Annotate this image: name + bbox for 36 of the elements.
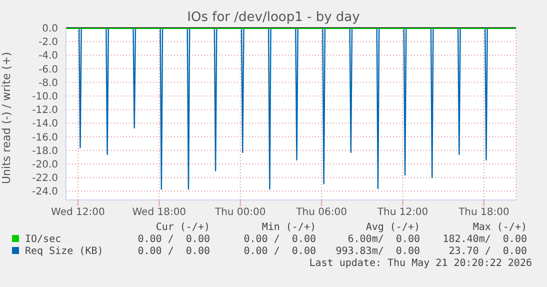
text: 993.83m/ 0.00 [336,246,420,257]
y-tick-label: -18.0 [32,146,58,157]
x-tick-label: Thu 00:00 [214,207,266,218]
text: 182.40m/ 0.00 [442,234,527,245]
y-tick-label: -20.0 [32,160,58,171]
y-tick-label: -6.0 [38,64,58,76]
text: Cur (-/+) [156,222,210,233]
y-tick-label: -22.0 [32,173,58,184]
x-tick-label: Wed 18:00 [132,207,186,218]
x-tick-label: Wed 12:00 [51,207,105,218]
y-tick-label: -14.0 [32,118,58,130]
y-tick-label: -8.0 [38,78,58,89]
y-tick-label: -2.0 [38,37,58,48]
legend-label: IO/sec [24,234,62,245]
text: 0.00 / 0.00 [244,246,316,257]
y-tick-label: -12.0 [32,105,58,116]
y-axis-title: Units read (-) / write (+) [0,52,13,184]
text: 23.70 / 0.00 [448,246,527,257]
text: Min (-/+) [262,222,316,233]
text: Max (-/+) [472,222,527,233]
text: Avg (-/+) [366,222,420,233]
y-tick-label: -24.0 [32,186,58,198]
y-tick-label: 0.0 [42,24,58,35]
text: Last update: Thu May 21 20:20:22 2026 [309,258,532,269]
chart-title: IOs for /dev/loop1 - by day [186,10,361,25]
text: 6.00m/ 0.00 [348,234,420,245]
y-tick-label: -16.0 [32,132,58,144]
y-tick-label: -10.0 [32,92,58,103]
x-tick-label: Thu 18:00 [458,207,510,218]
text: 0.00 / 0.00 [138,246,210,257]
legend-label: Req Size (KB) [24,246,104,257]
x-tick-label: Thu 06:00 [295,207,347,218]
text: 0.00 / 0.00 [138,234,210,245]
text: 0.00 / 0.00 [244,234,316,245]
y-tick-label: -4.0 [38,50,58,62]
x-tick-label: Thu 12:00 [376,207,428,218]
